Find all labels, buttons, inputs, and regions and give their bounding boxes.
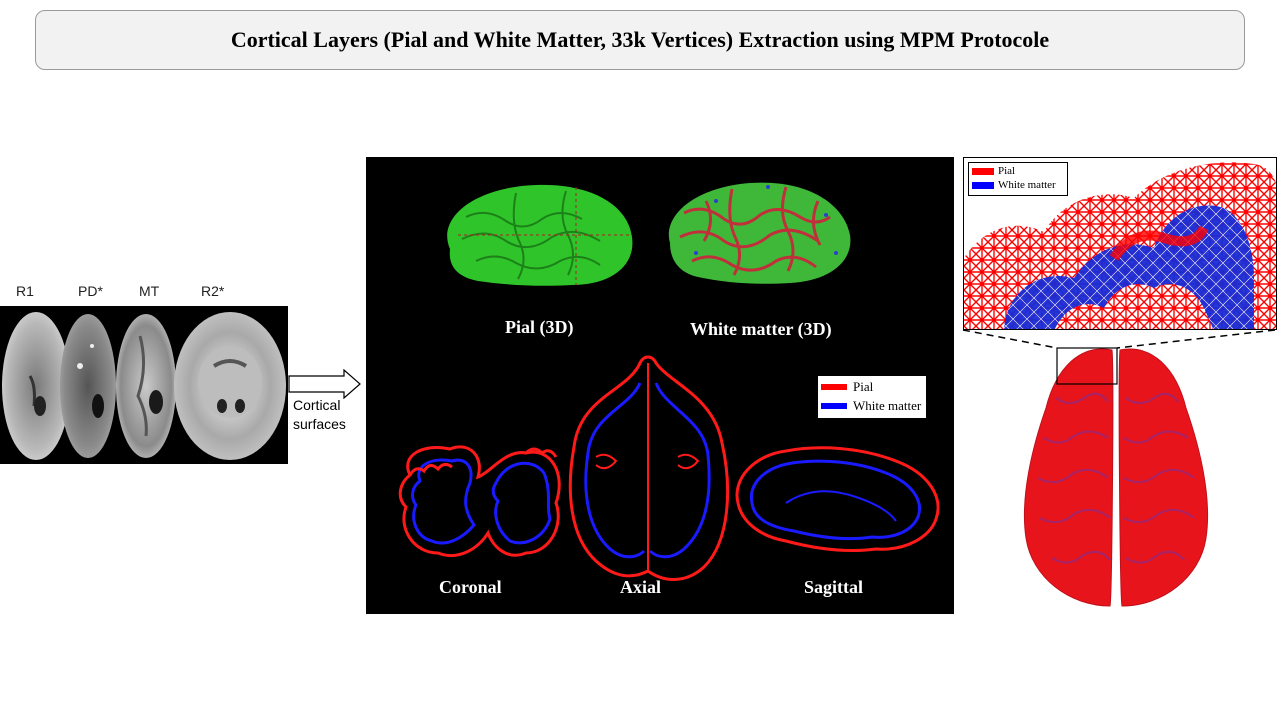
zoom-region-box [1056,347,1118,385]
zoom-pial-swatch [972,167,994,175]
mri-r1-image [2,312,70,460]
panel-legend-pial-label: Pial [853,379,874,394]
zoom-legend: Pial White matter [968,162,1068,196]
wm-3d-label: White matter (3D) [690,319,832,339]
mri-label-mt: MT [139,283,160,299]
zoom-legend-pial-label: Pial [998,165,1016,177]
zoom-connector-left [962,329,1058,349]
axial-label: Axial [620,577,662,597]
mri-label-r2: R2* [201,283,225,299]
arrow-label-line2: surfaces [293,416,346,432]
zoom-mesh-view: Pial White matter [963,157,1277,330]
title-box: Cortical Layers (Pial and White Matter, … [35,10,1245,70]
panel-legend-pial: Pial [821,379,926,395]
axial-slice [568,355,730,581]
coronal-label: Coronal [439,577,502,597]
panel-legend-wm: White matter [821,398,926,414]
panel-legend: Pial White matter [817,375,927,419]
zoom-wm-swatch [972,181,994,189]
wm-3d-brain [668,182,851,284]
pial-3d-brain [447,184,633,286]
sagittal-slice [735,446,940,553]
right-arrow-icon [288,369,361,399]
surfaces-panel: Pial (3D) White matter (3D) Coronal Axia… [366,157,954,614]
sagittal-label: Sagittal [804,577,864,597]
coronal-slice [398,445,561,557]
mri-images [0,306,288,464]
brain-top [1023,347,1209,607]
arrow-label-line1: Cortical [293,397,341,413]
mri-pd-image [60,314,116,458]
pial-3d-label: Pial (3D) [505,317,574,337]
panel-legend-wm-label: White matter [853,398,922,413]
zoom-legend-wm-label: White matter [998,179,1056,191]
zoom-legend-pial: Pial [972,165,1067,177]
mesh-figure [964,162,1276,329]
wm-swatch [821,403,847,409]
arrow-label: Cortical surfaces [293,396,346,434]
mri-mt-image [116,314,176,458]
page-title: Cortical Layers (Pial and White Matter, … [230,27,1050,52]
zoom-legend-wm: White matter [972,179,1067,191]
zoom-connector-right [1116,329,1276,349]
brain-top-view [962,329,1276,607]
mri-r2-image [174,312,286,460]
mri-label-r1: R1 [16,283,34,299]
mri-label-pd: PD* [78,283,103,299]
surfaces-figure [398,182,940,581]
pial-swatch [821,384,847,390]
